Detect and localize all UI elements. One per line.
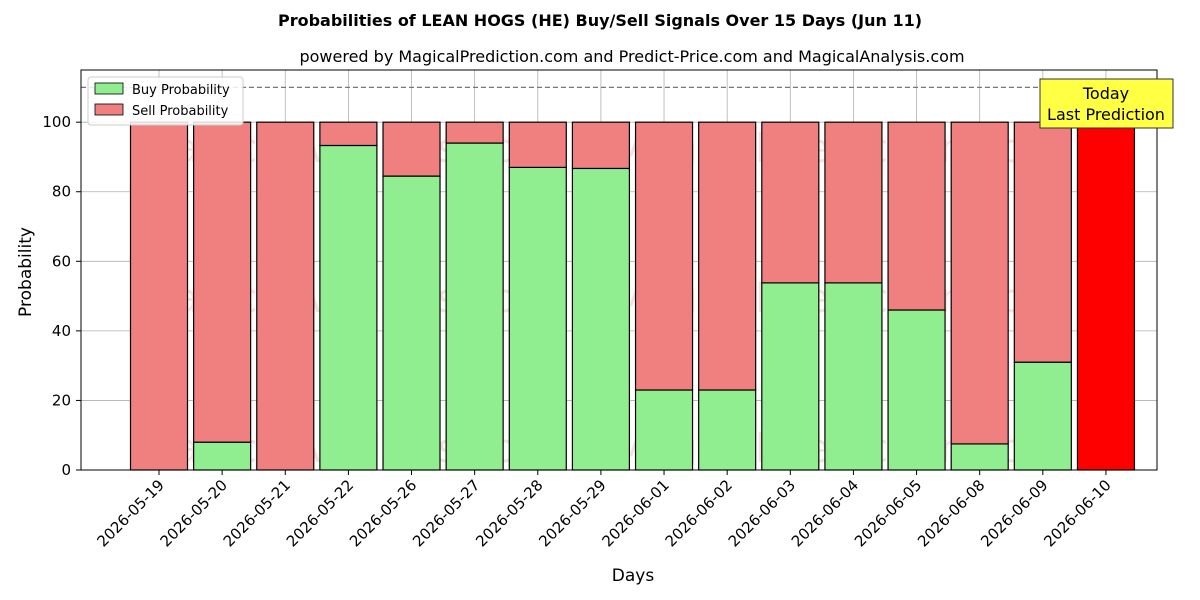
bar-buy (634, 389, 694, 471)
x-tick-label: 2026-05-21 (220, 476, 294, 550)
chart-title: Probabilities of LEAN HOGS (HE) Buy/Sell… (278, 11, 922, 30)
chart-subtitle: powered by MagicalPrediction.com and Pre… (299, 47, 964, 66)
x-tick-label: 2026-06-05 (851, 476, 925, 550)
bar-buy (1013, 361, 1072, 471)
y-axis-ticks: 0 20 40 60 80 100 (42, 113, 81, 479)
bar-sell (129, 121, 189, 471)
x-tick-label: 2026-06-04 (788, 476, 862, 550)
today-annotation: Today Last Prediction (1039, 78, 1174, 129)
bar-buy (698, 389, 757, 471)
legend: Buy Probability Sell Probability (87, 76, 244, 126)
bar-sell (1013, 121, 1072, 363)
x-tick-label: 2026-05-20 (157, 476, 231, 550)
y-tick-label: 40 (52, 322, 71, 340)
today-annotation-line2: Last Prediction (1047, 105, 1165, 124)
bar-sell (319, 121, 378, 147)
x-tick-label: 2026-06-10 (1040, 476, 1114, 550)
bar-buy (824, 282, 883, 471)
y-tick-label: 0 (61, 461, 71, 479)
bar-sell (256, 121, 315, 471)
bar-sell (698, 121, 757, 391)
bar-buy (193, 441, 252, 471)
bar-sell (571, 121, 631, 170)
bar-sell (445, 121, 504, 144)
today-annotation-box (1039, 78, 1174, 129)
bars (129, 121, 1136, 471)
x-tick-label: 2026-06-02 (662, 476, 736, 550)
y-tick-label: 60 (52, 252, 71, 270)
legend-box (87, 76, 244, 126)
bar-buy (887, 309, 946, 471)
y-axis-label: Probability (16, 227, 36, 317)
bar-sell (950, 121, 1009, 445)
y-tick-label: 20 (52, 391, 71, 409)
bar-buy (445, 142, 504, 471)
x-tick-label: 2026-05-19 (93, 476, 167, 550)
bar-sell (634, 121, 694, 391)
bar-sell (1076, 121, 1136, 471)
legend-swatch-sell (94, 103, 124, 116)
y-tick-label: 80 (52, 183, 71, 201)
bar-sell (193, 121, 252, 443)
x-tick-label: 2026-05-26 (346, 476, 420, 550)
x-tick-label: 2026-05-28 (472, 476, 546, 550)
bar-sell (761, 121, 820, 284)
x-tick-label: 2026-06-03 (725, 476, 799, 550)
bar-buy (382, 175, 441, 471)
legend-label-buy: Buy Probability (132, 83, 230, 98)
bar-sell (887, 121, 946, 311)
bar-buy (950, 443, 1009, 471)
x-tick-label: 2026-05-29 (535, 476, 609, 550)
bar-sell (824, 121, 883, 284)
bar-buy (761, 282, 820, 471)
x-tick-label: 2026-06-09 (977, 476, 1051, 550)
x-axis-label: Days (612, 566, 655, 586)
x-tick-label: 2026-06-08 (914, 476, 988, 550)
bar-sell (382, 121, 441, 177)
bar-buy (508, 166, 567, 471)
x-tick-label: 2026-05-27 (409, 476, 483, 550)
x-axis-ticks: 2026-05-192026-05-202026-05-212026-05-22… (93, 470, 1115, 550)
legend-swatch-buy (94, 82, 124, 95)
x-tick-label: 2026-06-01 (598, 476, 672, 550)
bar-buy (571, 167, 631, 471)
legend-label-sell: Sell Probability (132, 104, 229, 119)
bar-buy (319, 144, 378, 471)
x-tick-label: 2026-05-22 (283, 476, 357, 550)
bar-sell (508, 121, 567, 168)
plot-frame (80, 69, 1158, 471)
today-annotation-line1: Today (1082, 84, 1129, 103)
y-tick-label: 100 (42, 113, 71, 131)
